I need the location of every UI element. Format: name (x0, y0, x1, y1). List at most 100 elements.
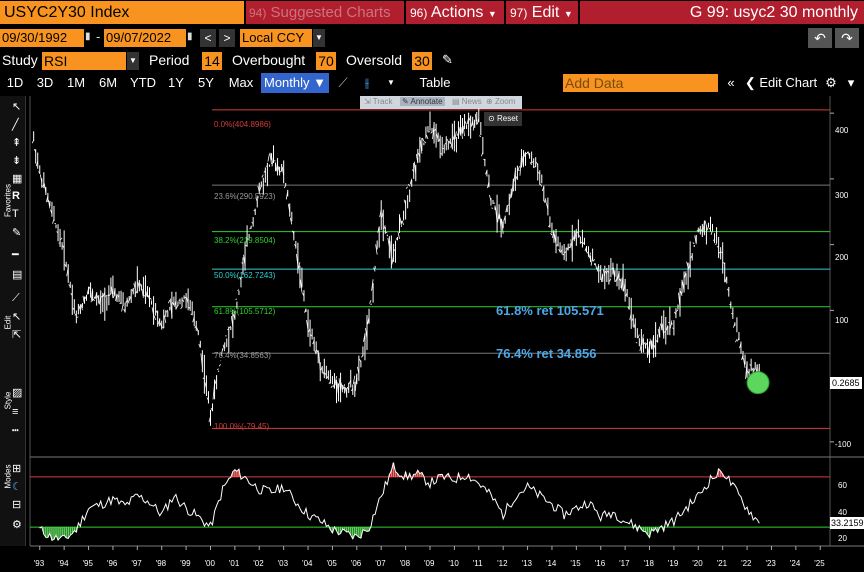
price-bar-tick (655, 340, 658, 343)
next-period-button[interactable]: > (219, 29, 235, 47)
prev-period-button[interactable]: < (200, 29, 216, 47)
range-3d-button[interactable]: 3D (36, 75, 54, 90)
price-bar-tick (460, 126, 463, 139)
range-1d-button[interactable]: 1D (6, 75, 24, 90)
line-chart-icon[interactable]: ⟋ (338, 75, 348, 90)
currency-dropdown-button[interactable]: ▼ (313, 29, 325, 47)
mode-settings-icon[interactable]: ⚙ (12, 519, 22, 531)
price-bar-tick (479, 135, 482, 138)
r-tool-icon[interactable]: R (12, 190, 20, 202)
start-date-field[interactable]: 09/30/1992 (0, 29, 84, 47)
range-1m-button[interactable]: 1M (66, 75, 86, 90)
price-bar-tick (300, 279, 303, 293)
suggested-charts-button[interactable]: 94) Suggested Charts (246, 1, 404, 24)
price-bar-tick (68, 284, 71, 288)
price-bar-tick (682, 281, 685, 292)
x-tick-label: '04 (302, 559, 313, 568)
undo-icon[interactable]: ↶ (808, 28, 832, 48)
range-6m-button[interactable]: 6M (98, 75, 118, 90)
price-bar-tick (78, 305, 81, 311)
style-shape-icon[interactable]: ▨ (12, 387, 23, 399)
x-tick-label: '96 (106, 559, 118, 568)
price-bar-tick (324, 372, 327, 376)
price-bar-tick (428, 131, 431, 133)
price-bar-tick (541, 186, 545, 192)
price-bar-tick (334, 375, 337, 386)
text-tool-icon[interactable]: T (12, 208, 19, 220)
cursor-icon[interactable]: ⇱ (12, 329, 22, 341)
currency-select[interactable]: Local CCY (240, 29, 312, 47)
price-bar-tick (505, 205, 508, 213)
ticker-field[interactable]: USYC2Y30 Index (0, 1, 244, 24)
range-1y-button[interactable]: 1Y (168, 75, 184, 90)
hline-icon[interactable]: ━ (12, 249, 19, 261)
price-bar-tick (694, 235, 697, 245)
range-max-button[interactable]: Max (228, 75, 254, 90)
bar-chart-icon[interactable]: ⫲ (364, 75, 370, 90)
frequency-select[interactable]: Monthly ▼ (261, 73, 329, 93)
price-bar-tick (35, 161, 39, 167)
pencil-icon[interactable]: ✎ (442, 52, 453, 67)
price-bar-tick (52, 219, 55, 224)
left-toolbar: ↖ ╱ ⇞ ⇟ ▦ R T ✎ ━ ▤ ⟋ ↖ ⇱ ▨ ≡ ┅ ⊞ ☾ ⊟ ⚙ … (0, 96, 26, 546)
oversold-field[interactable]: 30 (412, 52, 432, 70)
style-dash-icon[interactable]: ┅ (12, 425, 19, 437)
fib-retrace-icon[interactable]: ⇟ (12, 155, 22, 167)
annotation-618[interactable]: 61.8% ret 105.571 (496, 303, 604, 318)
mode-lock-icon[interactable]: ⊟ (12, 499, 22, 511)
zoom-button[interactable]: ⊕ Zoom (486, 97, 516, 106)
annotate-button[interactable]: ✎ Annotate (400, 97, 445, 106)
price-bar-tick (739, 343, 742, 349)
settings-icon[interactable]: ⚙ (825, 75, 837, 90)
edit-chart-button[interactable]: ❮ Edit Chart (743, 73, 819, 93)
edit-pointer-icon[interactable]: ↖ (12, 311, 22, 323)
price-bar-tick (643, 342, 646, 345)
price-bar-tick (62, 245, 65, 249)
price-bar-tick (515, 176, 518, 180)
table-button[interactable]: Table (419, 75, 451, 90)
end-date-field[interactable]: 09/07/2022 (104, 29, 186, 47)
more-icon[interactable]: ▾ (847, 75, 855, 90)
track-button[interactable]: ⇲ Track (364, 97, 393, 106)
calendar-icon[interactable]: ▮ (187, 31, 193, 42)
ruler-icon[interactable]: ▤ (12, 269, 23, 281)
line-tool-icon[interactable]: ╱ (12, 119, 19, 131)
period-field[interactable]: 14 (202, 52, 222, 70)
range-ytd-button[interactable]: YTD (130, 75, 156, 90)
price-bar-tick (314, 350, 317, 355)
range-5y-button[interactable]: 5Y (198, 75, 214, 90)
news-button[interactable]: ▤ News (452, 97, 482, 106)
channel-icon[interactable]: ▦ (12, 173, 23, 185)
segment-icon[interactable]: ⟋ (12, 292, 20, 304)
mode-grid-icon[interactable]: ⊞ (12, 463, 22, 475)
actions-button[interactable]: 96) Actions ▼ (406, 1, 504, 24)
style-lines-icon[interactable]: ≡ (12, 406, 19, 418)
price-bar-tick (625, 292, 628, 297)
pointer-icon[interactable]: ↖ (12, 101, 22, 113)
annotation-764[interactable]: 76.4% ret 34.856 (496, 346, 597, 361)
price-bar-tick (604, 270, 608, 274)
chart-type-dropdown-icon[interactable]: ▼ (387, 78, 395, 87)
mode-curve-icon[interactable]: ☾ (12, 481, 22, 493)
study-select[interactable]: RSI (42, 52, 126, 70)
fib-tool-icon[interactable]: ⇞ (12, 137, 22, 149)
edit-button[interactable]: 97) Edit ▼ (506, 1, 578, 24)
price-bar-tick (50, 209, 53, 214)
price-bar-tick (745, 361, 748, 380)
price-bar-tick (161, 326, 165, 329)
price-bar-tick (543, 198, 547, 203)
study-dropdown-button[interactable]: ▼ (127, 52, 139, 70)
add-data-field[interactable]: Add Data (563, 74, 718, 92)
calendar-icon[interactable]: ▮ (85, 31, 91, 42)
x-tick-label: '08 (399, 559, 411, 568)
price-bar-tick (281, 166, 285, 176)
brush-icon[interactable]: ✎ (12, 227, 22, 239)
reset-button[interactable]: ⊙ Reset (484, 112, 522, 126)
overbought-field[interactable]: 70 (316, 52, 336, 70)
redo-icon[interactable]: ↷ (835, 28, 859, 48)
x-tick-label: '07 (375, 559, 386, 568)
price-bar-tick (446, 138, 449, 142)
collapse-icon[interactable]: « (727, 75, 735, 90)
price-bar-tick (550, 233, 553, 236)
